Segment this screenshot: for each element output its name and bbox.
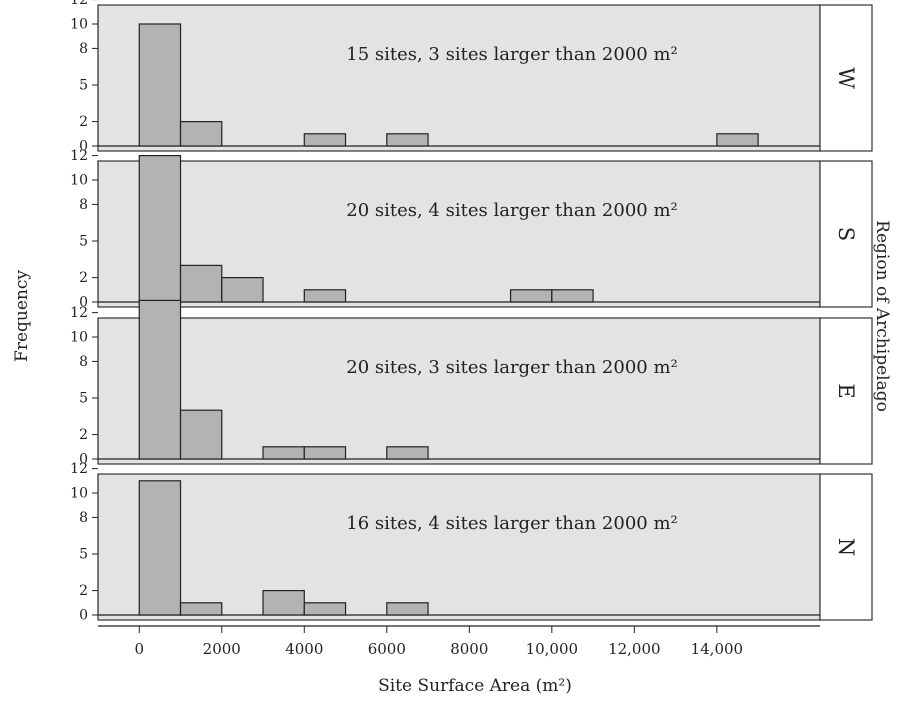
y-tick-label: 10 xyxy=(70,486,88,502)
y-tick-label: 12 xyxy=(70,0,88,8)
y-tick-label: 8 xyxy=(79,197,88,213)
y-tick-label: 2 xyxy=(79,114,88,130)
y-tick-label: 5 xyxy=(79,391,88,407)
x-tick-label: 6000 xyxy=(368,640,406,658)
histogram-bar xyxy=(138,155,182,303)
y-tick-label: 12 xyxy=(70,305,88,321)
y-tick-label: 8 xyxy=(79,510,88,526)
panel-annotation: 16 sites, 4 sites larger than 2000 m² xyxy=(346,513,677,534)
y-tick-label: 10 xyxy=(70,17,88,33)
histogram-bar xyxy=(138,299,182,460)
histogram-bar xyxy=(509,289,553,303)
histogram-bar xyxy=(551,289,594,303)
y-tick-label: 5 xyxy=(79,78,88,94)
y-tick-label: 5 xyxy=(79,234,88,250)
histogram-bar xyxy=(303,289,347,303)
panel-annotation: 20 sites, 3 sites larger than 2000 m² xyxy=(346,357,677,378)
histogram-bar xyxy=(179,409,223,460)
y-tick-label: 0 xyxy=(79,295,88,311)
x-tick-label: 0 xyxy=(134,640,144,658)
strip-N xyxy=(819,473,873,621)
histogram-bar xyxy=(303,602,347,616)
histogram-bar xyxy=(716,133,759,147)
y-tick-label: 12 xyxy=(70,148,88,164)
y-tick-label: 2 xyxy=(79,427,88,443)
panel-annotation: 15 sites, 3 sites larger than 2000 m² xyxy=(346,44,677,65)
facet-axis-label: Region of Archipelago xyxy=(872,220,892,412)
y-tick-label: 0 xyxy=(79,608,88,624)
strip-label: S xyxy=(834,227,858,241)
histogram-bar xyxy=(138,23,182,147)
y-tick-label: 0 xyxy=(79,139,88,155)
histogram-bar xyxy=(138,480,182,616)
strip-label: E xyxy=(834,383,858,398)
histogram-bar xyxy=(221,277,264,303)
strip-label: N xyxy=(834,538,858,556)
panel-N-background xyxy=(97,473,821,621)
x-tick-label: 4000 xyxy=(285,640,323,658)
strip-E xyxy=(819,317,873,465)
histogram-bar xyxy=(262,589,305,616)
histogram-bar xyxy=(303,133,347,147)
x-tick-label: 10,000 xyxy=(526,640,579,658)
strip-W xyxy=(819,4,873,152)
strip-label: W xyxy=(834,67,858,89)
x-tick-label: 12,000 xyxy=(608,640,661,658)
x-tick-label: 2000 xyxy=(203,640,241,658)
histogram-bar xyxy=(179,120,223,147)
x-axis-label: Site Surface Area (m²) xyxy=(378,676,572,696)
y-tick-label: 8 xyxy=(79,354,88,370)
y-axis-label: Frequency xyxy=(12,270,32,362)
x-tick-label: 14,000 xyxy=(691,640,744,658)
histogram-bar xyxy=(179,602,223,616)
y-tick-label: 0 xyxy=(79,452,88,468)
histogram-bar xyxy=(179,264,223,303)
panel-annotation: 20 sites, 4 sites larger than 2000 m² xyxy=(346,200,677,221)
histogram-bar xyxy=(386,133,429,147)
y-tick-label: 10 xyxy=(70,173,88,189)
x-tick-label: 8000 xyxy=(450,640,488,658)
y-tick-label: 2 xyxy=(79,270,88,286)
y-tick-label: 2 xyxy=(79,583,88,599)
histogram-bar xyxy=(303,446,347,460)
y-tick-label: 10 xyxy=(70,330,88,346)
histogram-bar xyxy=(262,446,305,460)
histogram-bar xyxy=(386,446,429,460)
y-tick-label: 12 xyxy=(70,461,88,477)
y-tick-label: 5 xyxy=(79,547,88,563)
strip-S xyxy=(819,160,873,308)
y-tick-label: 8 xyxy=(79,41,88,57)
histogram-bar xyxy=(386,602,429,616)
